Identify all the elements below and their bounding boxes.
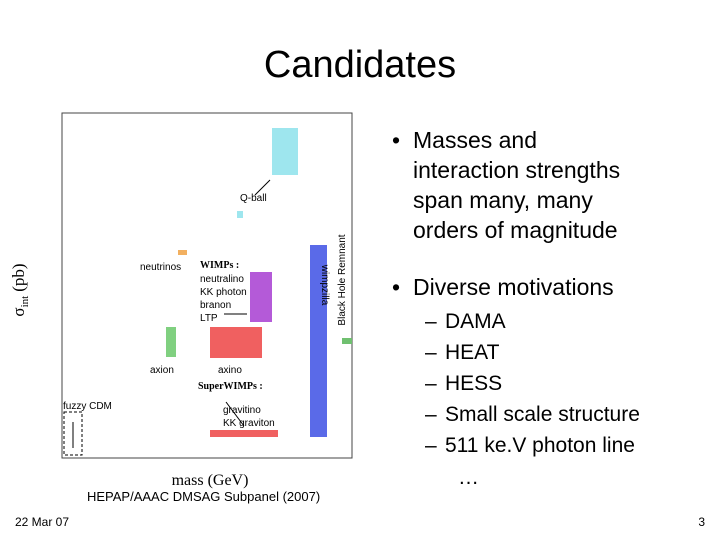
sub-item: HEAT xyxy=(445,341,500,364)
region-label: axion xyxy=(150,365,174,376)
bullet-text: Diverse motivations xyxy=(413,274,614,300)
fuzzy-cdm-box xyxy=(63,411,83,456)
region-label: WIMPs : xyxy=(200,260,239,271)
q-ball-arrow xyxy=(254,179,271,196)
sub-dash: – xyxy=(425,310,437,333)
axino-region xyxy=(210,327,262,358)
sub-dash: – xyxy=(425,403,437,426)
gravitino-region xyxy=(210,430,278,437)
sub-dash: – xyxy=(425,372,437,395)
region-label: fuzzy CDM xyxy=(63,401,112,412)
region-label: neutrinos xyxy=(140,262,181,273)
sub-item: DAMA xyxy=(445,310,506,333)
bullet-dot: • xyxy=(392,127,401,153)
region-label: SuperWIMPs : xyxy=(198,381,263,392)
sub-dash: – xyxy=(425,434,437,457)
region-label: KK graviton xyxy=(223,418,275,429)
bullet-text: interaction strengths xyxy=(413,157,621,183)
q-ball-small xyxy=(237,211,243,218)
x-axis-label: mass (GeV) xyxy=(172,472,249,489)
bullet-dot: • xyxy=(392,274,401,300)
footer-date: 22 Mar 07 xyxy=(15,515,70,529)
sub-item: Small scale structure xyxy=(445,403,640,426)
region-label: Black Hole Remnant xyxy=(337,234,348,325)
slide-title: Candidates xyxy=(263,44,457,86)
y-axis-label: σint (pb) xyxy=(9,263,31,316)
sub-dash: – xyxy=(425,341,437,364)
y-subscript: int xyxy=(19,296,31,308)
page-number: 3 xyxy=(698,515,705,529)
regions xyxy=(63,128,352,456)
region-label: branon xyxy=(200,300,231,311)
y-unit: (pb) xyxy=(9,263,28,291)
region-label: neutralino xyxy=(200,274,244,285)
bullet-text: orders of magnitude xyxy=(413,217,618,243)
region-label: Q-ball xyxy=(240,193,267,204)
region-label: LTP xyxy=(200,313,218,324)
region-label: KK photon xyxy=(200,287,247,298)
black-hole-region xyxy=(342,338,352,344)
sub-item: HESS xyxy=(445,372,503,395)
plot-frame xyxy=(61,112,353,459)
wimpzilla-region xyxy=(310,245,327,437)
region-label: gravitino xyxy=(223,405,261,416)
ellipsis: … xyxy=(458,466,479,489)
bullet-text: span many, many xyxy=(413,187,593,213)
bullet-text: Masses and xyxy=(413,127,538,153)
figure-caption: HEPAP/AAAC DMSAG Subpanel (2007) xyxy=(87,489,321,504)
q-ball-region xyxy=(272,128,298,175)
wimp-region xyxy=(250,272,272,322)
region-label: wimpzilla xyxy=(319,264,330,306)
sub-item: 511 ke.V photon line xyxy=(445,434,635,457)
axion-region xyxy=(166,327,176,357)
neutrino-region xyxy=(178,250,187,255)
y-symbol: σ xyxy=(9,307,28,316)
region-labels: Q-ball neutrinos WIMPs : neutralino KK p… xyxy=(63,193,348,429)
gravitino-arrow xyxy=(225,401,245,427)
region-label: axino xyxy=(218,365,242,376)
